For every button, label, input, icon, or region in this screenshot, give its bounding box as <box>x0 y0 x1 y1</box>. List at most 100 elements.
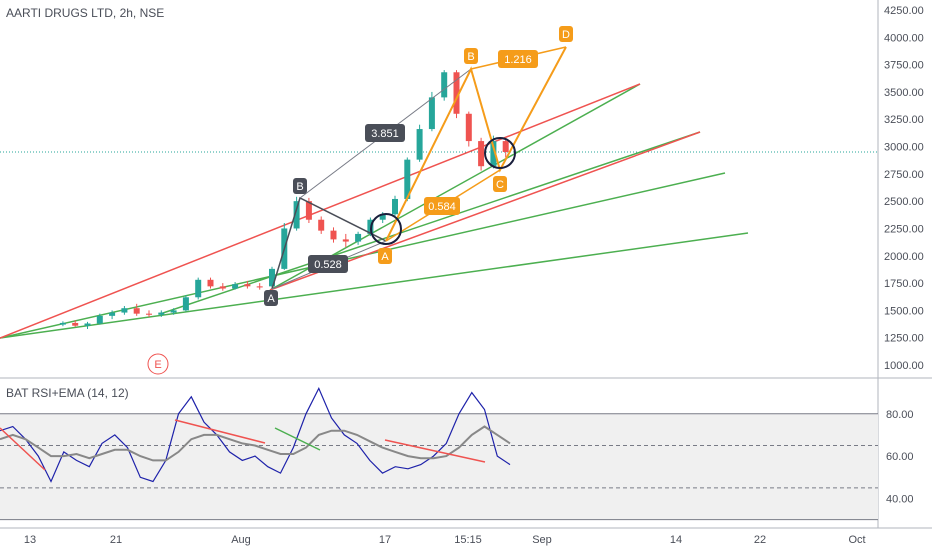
price-tick-label: 3000.00 <box>884 142 924 154</box>
candle <box>96 313 103 325</box>
candle <box>478 137 485 171</box>
candle <box>441 70 448 101</box>
price-tick-label: 3750.00 <box>884 60 924 72</box>
pattern-ratio-label: 0.528 <box>308 255 348 273</box>
price-tick-label: 1000.00 <box>884 360 924 372</box>
highlight-circle <box>484 137 516 169</box>
candle <box>342 233 349 248</box>
price-grid: 4250.00 4000.00 3750.00 3500.00 3250.00 3000.… <box>0 5 924 372</box>
candle <box>195 277 202 300</box>
candle <box>269 266 275 288</box>
pattern-point-label: A <box>264 290 278 306</box>
svg-text:A: A <box>381 251 389 263</box>
candle <box>318 216 325 234</box>
pattern-point-label: B <box>464 48 478 64</box>
time-tick-label: 13 <box>24 534 36 546</box>
rsi-tick-label: 40.00 <box>886 493 914 505</box>
candle <box>392 195 398 217</box>
pattern-point-label: D <box>559 26 573 42</box>
chart-title: AARTI DRUGS LTD, 2h, NSE <box>6 6 164 20</box>
candle <box>133 303 140 316</box>
svg-text:1.216: 1.216 <box>504 54 532 66</box>
price-tick-label: 3500.00 <box>884 87 924 99</box>
candle <box>72 320 79 327</box>
pattern-ratio-label: 3.851 <box>365 124 405 142</box>
pattern-point-label: C <box>493 176 507 192</box>
pattern-leg-orange <box>385 46 567 242</box>
svg-text:0.528: 0.528 <box>314 259 342 271</box>
rsi-divergence-line <box>274 427 321 451</box>
candle <box>170 308 177 315</box>
candle <box>330 227 337 243</box>
candle <box>355 231 362 245</box>
candle <box>59 321 66 327</box>
candles <box>59 70 509 329</box>
price-tick-label: 1500.00 <box>884 305 924 317</box>
time-tick-label: Oct <box>848 534 865 546</box>
candle <box>158 310 165 317</box>
candle <box>404 157 411 202</box>
rsi-series-line <box>0 386 511 483</box>
price-tick-label: 2500.00 <box>884 196 924 208</box>
svg-text:C: C <box>496 179 504 191</box>
candle <box>219 283 226 291</box>
rsi-tick-label: 80.00 <box>886 409 914 421</box>
candle <box>146 310 152 317</box>
candle <box>416 124 423 162</box>
candle <box>256 283 263 290</box>
svg-text:B: B <box>296 181 303 193</box>
candle <box>109 310 116 320</box>
indicator-title: BAT RSI+EMA (14, 12) <box>6 386 129 400</box>
time-tick-label: 21 <box>110 534 122 546</box>
rsi-pane: 80.00 60.00 40.00 <box>0 386 914 521</box>
time-tick-label: Aug <box>231 534 251 546</box>
candle <box>453 70 460 119</box>
trendlines <box>0 83 749 339</box>
rsi-divergence-line <box>384 439 486 463</box>
price-tick-label: 2250.00 <box>884 223 924 235</box>
candle <box>293 196 300 231</box>
price-tick-label: 3250.00 <box>884 114 924 126</box>
time-axis: 13 21 Aug 17 15:15 Sep 14 22 Oct <box>24 534 866 546</box>
trendline <box>0 83 641 339</box>
price-tick-label: 1750.00 <box>884 278 924 290</box>
rsi-divergence-line <box>174 419 266 444</box>
price-pane <box>0 0 878 378</box>
candle <box>182 295 189 312</box>
candle <box>244 280 251 289</box>
rsi-series-line <box>0 425 511 462</box>
rsi-band <box>0 413 878 520</box>
candle <box>428 91 435 132</box>
highlight-circle <box>370 213 402 245</box>
rsi-divergence-line <box>0 427 46 471</box>
price-tick-label: 4250.00 <box>884 5 924 17</box>
svg-text:E: E <box>154 359 161 371</box>
candle <box>121 306 128 315</box>
time-tick-label: 17 <box>379 534 391 546</box>
price-tick-label: 2750.00 <box>884 169 924 181</box>
time-tick-label: 14 <box>670 534 682 546</box>
price-tick-label: 4000.00 <box>884 32 924 44</box>
svg-text:B: B <box>467 51 474 63</box>
price-axis-pane <box>878 0 932 550</box>
harmonic-pattern: B A A B D C E 3.851 0.528 1.216 0.584 <box>147 26 573 375</box>
trendline <box>159 131 701 315</box>
pattern-point-label: A <box>378 248 392 264</box>
svg-text:0.584: 0.584 <box>428 201 456 213</box>
time-tick-label: Sep <box>532 534 552 546</box>
rsi-tick-label: 60.00 <box>886 451 914 463</box>
candle <box>232 281 239 290</box>
svg-text:3.851: 3.851 <box>371 128 399 140</box>
candle <box>207 277 214 289</box>
pattern-ratio-label: 0.584 <box>424 197 460 215</box>
candle <box>490 135 497 169</box>
price-tick-label: 2000.00 <box>884 251 924 263</box>
candle <box>84 321 91 329</box>
candle <box>502 137 509 158</box>
svg-text:A: A <box>267 293 275 305</box>
pattern-point-label: E <box>147 353 169 375</box>
svg-text:D: D <box>562 29 570 41</box>
trendline <box>0 232 749 339</box>
time-tick-label: 22 <box>754 534 766 546</box>
